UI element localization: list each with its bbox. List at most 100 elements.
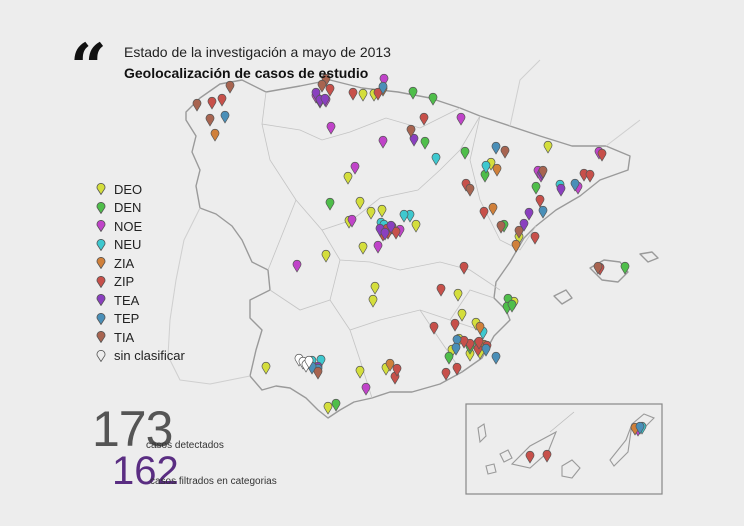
la-palma xyxy=(477,423,487,444)
legend-label: TEP xyxy=(114,311,140,327)
map-marker-deo xyxy=(358,241,368,255)
legend-label: NEU xyxy=(114,237,142,253)
map-marker-tea xyxy=(556,183,566,197)
el-hierro xyxy=(485,463,497,475)
map-marker-tia xyxy=(205,113,215,127)
map-marker-tia xyxy=(593,261,603,275)
map-marker-zip xyxy=(542,449,552,463)
mallorca xyxy=(589,259,629,283)
map-marker-deo xyxy=(261,361,271,375)
page-subtitle: Geolocalización de casos de estudio xyxy=(124,65,369,81)
legend-label: ZIP xyxy=(114,274,135,290)
map-marker-tep xyxy=(378,81,388,95)
map-marker-neu xyxy=(431,152,441,166)
map-marker-zip xyxy=(348,87,358,101)
map-marker-zia xyxy=(511,239,521,253)
map-marker-den xyxy=(420,136,430,150)
map-marker-deo xyxy=(453,288,463,302)
map-marker-tep xyxy=(452,334,462,348)
pin-icon xyxy=(96,312,106,325)
map-marker-zip xyxy=(429,321,439,335)
map-marker-tia xyxy=(321,73,331,87)
legend-label: DEO xyxy=(114,181,143,197)
legend-label: DEN xyxy=(114,200,142,216)
map-marker-den xyxy=(480,169,490,183)
legend-item-sin-clasificar: sin clasificar xyxy=(96,347,185,366)
legend-item-zip: ZIP xyxy=(96,273,185,292)
france-border xyxy=(509,59,641,147)
legend-item-neu: NEU xyxy=(96,236,185,255)
pin-icon xyxy=(96,257,106,270)
tenerife xyxy=(510,430,558,469)
map-marker-den xyxy=(507,299,517,313)
map-marker-neu xyxy=(316,354,326,368)
map-marker-tia xyxy=(225,80,235,94)
fuerteventura xyxy=(609,423,633,467)
map-marker-tep xyxy=(570,178,580,192)
legend-label: ZIA xyxy=(114,255,135,271)
map-marker-tia xyxy=(514,225,524,239)
quote-icon: “ xyxy=(70,30,107,105)
legend-label: TEA xyxy=(114,292,140,308)
map-marker-den xyxy=(620,261,630,275)
map-marker-tep xyxy=(220,110,230,124)
pin-icon xyxy=(96,275,106,288)
map-marker-den xyxy=(408,86,418,100)
map-marker-deo xyxy=(411,219,421,233)
filtered-label: casos filtrados en categorias xyxy=(150,476,277,487)
map-marker-tep xyxy=(491,141,501,155)
map-marker-sin-clasificar xyxy=(304,355,314,369)
legend-item-zia: ZIA xyxy=(96,254,185,273)
map-marker-zip xyxy=(373,87,383,101)
legend-item-tep: TEP xyxy=(96,310,185,329)
map-marker-tea xyxy=(524,207,534,221)
map-marker-tea xyxy=(409,133,419,147)
map-marker-tea xyxy=(380,227,390,241)
detected-label: casos detectados xyxy=(146,440,224,451)
legend-item-den: DEN xyxy=(96,199,185,218)
pin-icon xyxy=(96,183,106,196)
legend: DEO DEN NOE NEU ZIA ZIP TEA TEP TIA sin … xyxy=(96,180,185,365)
map-marker-deo xyxy=(323,401,333,415)
map-marker-zip xyxy=(217,93,227,107)
map-marker-den xyxy=(444,351,454,365)
map-marker-noe xyxy=(292,259,302,273)
map-marker-zia xyxy=(475,321,485,335)
map-marker-deo xyxy=(321,249,331,263)
map-marker-den xyxy=(331,398,341,412)
map-marker-neu xyxy=(399,209,409,223)
canary-inset xyxy=(465,403,663,495)
pin-icon xyxy=(96,349,106,362)
map-marker-zip xyxy=(459,261,469,275)
coastline xyxy=(167,59,659,419)
map-marker-zip xyxy=(530,231,540,245)
portugal-coast xyxy=(167,207,251,385)
map-marker-zip xyxy=(436,283,446,297)
map-marker-tep xyxy=(481,343,491,357)
map-marker-deo xyxy=(358,88,368,102)
map-marker-zip xyxy=(452,362,462,376)
pin-icon xyxy=(96,238,106,251)
case-markers xyxy=(192,73,647,464)
filtered-count: 162 xyxy=(112,449,179,493)
gran-canaria xyxy=(561,459,581,479)
map-marker-zip xyxy=(474,336,484,350)
legend-item-noe: NOE xyxy=(96,217,185,236)
map-marker-den xyxy=(325,197,335,211)
map-marker-tia xyxy=(538,165,548,179)
map-marker-noe xyxy=(379,73,389,87)
map-marker-deo xyxy=(368,294,378,308)
map-marker-neu xyxy=(481,160,491,174)
map-marker-tia xyxy=(465,183,475,197)
legend-label: TIA xyxy=(114,329,135,345)
region-borders xyxy=(261,91,537,399)
map-marker-noe xyxy=(326,121,336,135)
map-marker-tia xyxy=(313,366,323,380)
map-marker-den xyxy=(531,181,541,195)
legend-label: sin clasificar xyxy=(114,348,185,364)
la-gomera xyxy=(499,449,513,463)
map-marker-deo xyxy=(355,365,365,379)
map-marker-tia xyxy=(317,79,327,93)
map-marker-zia xyxy=(385,358,395,372)
